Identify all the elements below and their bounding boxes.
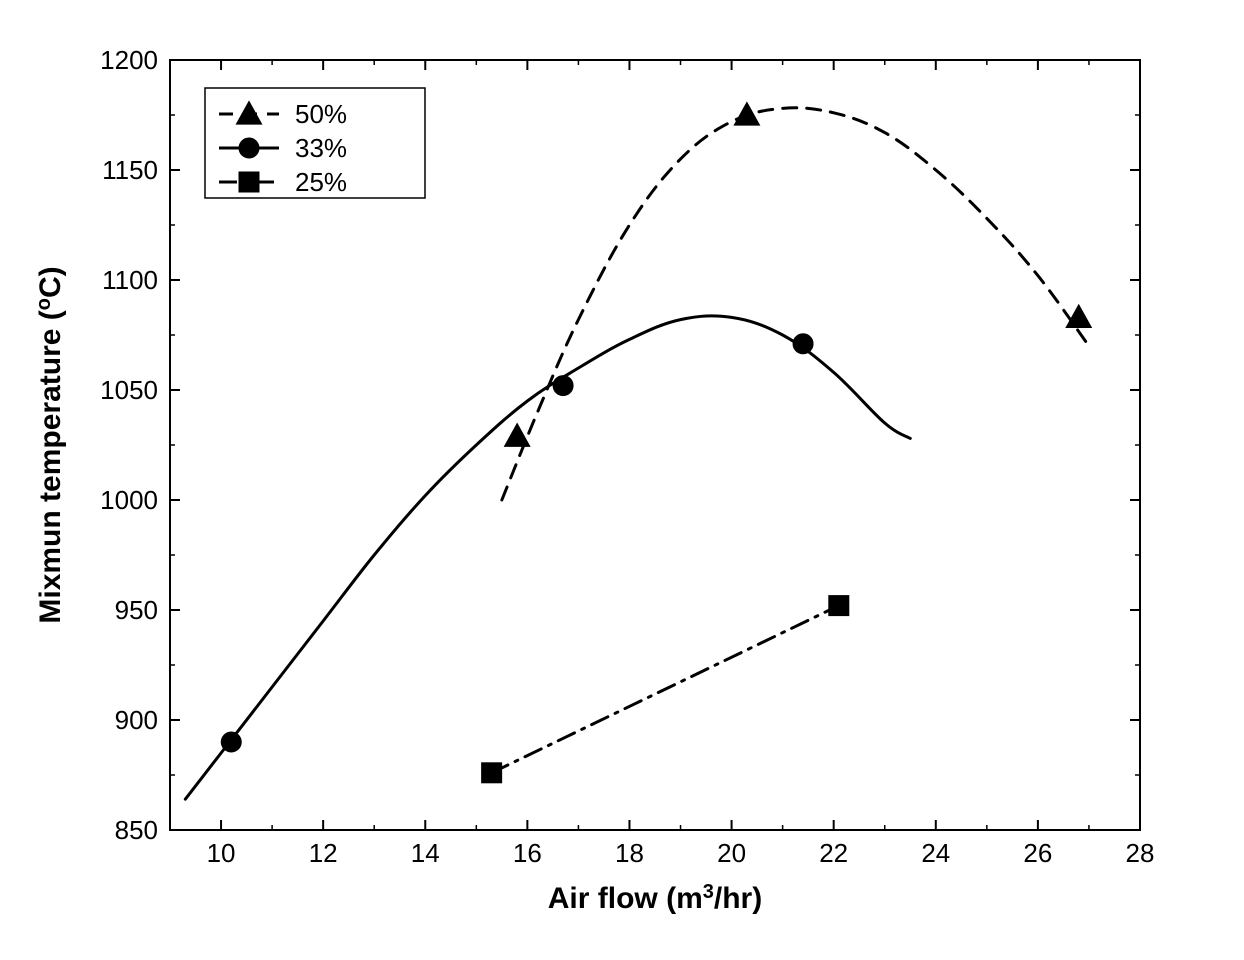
y-tick-label: 1200 (100, 45, 158, 75)
y-tick-label: 950 (115, 595, 158, 625)
square-marker (829, 596, 849, 616)
circle-marker (553, 376, 573, 396)
x-tick-label: 14 (411, 838, 440, 868)
y-tick-label: 850 (115, 815, 158, 845)
y-tick-label: 1050 (100, 375, 158, 405)
x-tick-label: 22 (819, 838, 848, 868)
x-axis-label: Air flow (m3/hr) (548, 881, 762, 915)
circle-marker (239, 138, 259, 158)
chart-svg: 10 12 14 16 18 20 22 24 26 28 850 900 950 1000 1050 110… (0, 0, 1244, 960)
x-tick-label: 16 (513, 838, 542, 868)
square-marker (482, 763, 502, 783)
y-tick-label: 1000 (100, 485, 158, 515)
y-axis-label: Mixmun temperature (oC) (33, 266, 67, 623)
legend-label: 33% (295, 133, 347, 163)
chart-container: 10 12 14 16 18 20 22 24 26 28 850 900 950 1000 1050 110… (0, 0, 1244, 960)
legend: 50% 33% 25% (205, 88, 425, 198)
chart-bg (0, 0, 1244, 960)
x-tick-label: 24 (921, 838, 950, 868)
x-tick-label: 28 (1126, 838, 1155, 868)
y-tick-label: 900 (115, 705, 158, 735)
circle-marker (221, 732, 241, 752)
x-tick-label: 20 (717, 838, 746, 868)
y-tick-label: 1100 (102, 265, 158, 295)
x-tick-label: 12 (309, 838, 338, 868)
legend-label: 25% (295, 167, 347, 197)
x-tick-label: 18 (615, 838, 644, 868)
circle-marker (793, 334, 813, 354)
legend-label: 50% (295, 99, 347, 129)
x-tick-label: 10 (207, 838, 236, 868)
y-tick-label: 1150 (102, 155, 158, 185)
x-tick-label: 26 (1023, 838, 1052, 868)
square-marker (239, 172, 259, 192)
